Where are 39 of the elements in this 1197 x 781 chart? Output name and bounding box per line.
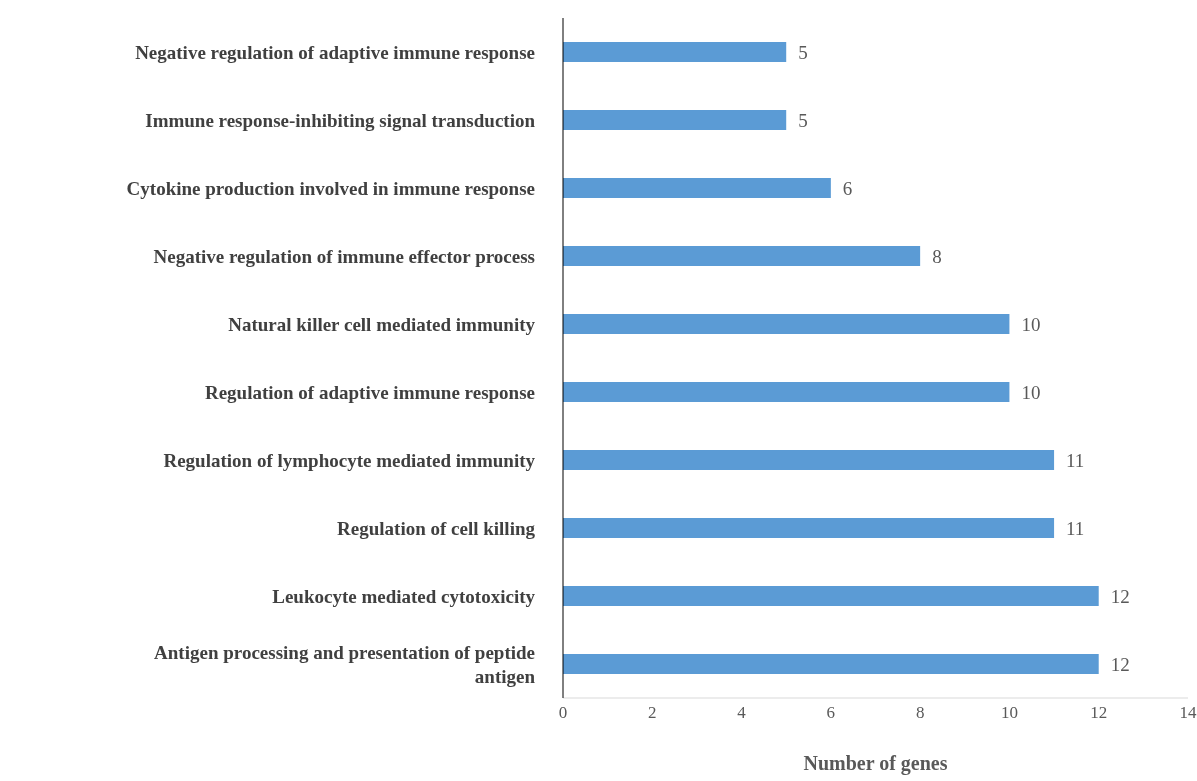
- data-label: 12: [1110, 653, 1130, 675]
- y-tick-label: Regulation of adaptive immune response: [204, 381, 535, 403]
- bar: [563, 314, 1010, 334]
- x-axis-title: Number of genes: [803, 752, 948, 775]
- data-label: 5: [798, 109, 808, 131]
- x-tick-label: 0: [558, 703, 568, 723]
- y-tick-label: Immune response-inhibiting signal transduction: [145, 109, 536, 131]
- y-tick-label: Negative regulation of adaptive immune response: [135, 41, 535, 63]
- bar: [563, 178, 831, 198]
- bar: [563, 42, 787, 62]
- y-tick-label: Natural killer cell mediated immunity: [228, 313, 536, 335]
- y-tick-label: Leukocyte mediated cytotoxicity: [272, 585, 536, 607]
- bar: [563, 654, 1099, 674]
- bar: [563, 586, 1099, 606]
- data-label: 6: [842, 177, 853, 199]
- y-tick-label: Regulation of cell killing: [337, 517, 536, 539]
- x-tick-label: 6: [826, 703, 836, 723]
- x-tick-label: 8: [915, 703, 925, 723]
- y-tick-label: Antigen processing and presentation of peptide antigen: [154, 641, 536, 687]
- data-label: 11: [1066, 517, 1085, 539]
- data-label: 11: [1066, 449, 1085, 471]
- bar: [563, 246, 921, 266]
- x-tick-label: 2: [648, 703, 657, 723]
- data-label: 5: [798, 41, 808, 63]
- x-tick-label: 14: [1179, 703, 1197, 723]
- x-tick-label: 4: [737, 703, 747, 723]
- bar: [563, 110, 787, 130]
- data-label: 10: [1021, 381, 1041, 403]
- bar: [563, 382, 1010, 402]
- bar: [563, 450, 1055, 470]
- data-label: 12: [1110, 585, 1130, 607]
- y-tick-label: Regulation of lymphocyte mediated immunity: [163, 449, 536, 471]
- x-tick-label: 10: [1000, 703, 1018, 723]
- y-tick-label: Negative regulation of immune effector process: [153, 245, 535, 267]
- x-tick-label: 12: [1090, 703, 1108, 723]
- data-label: 10: [1021, 313, 1041, 335]
- y-tick-label: Cytokine production involved in immune response: [126, 177, 535, 199]
- bar: [563, 518, 1055, 538]
- data-label: 8: [932, 245, 942, 267]
